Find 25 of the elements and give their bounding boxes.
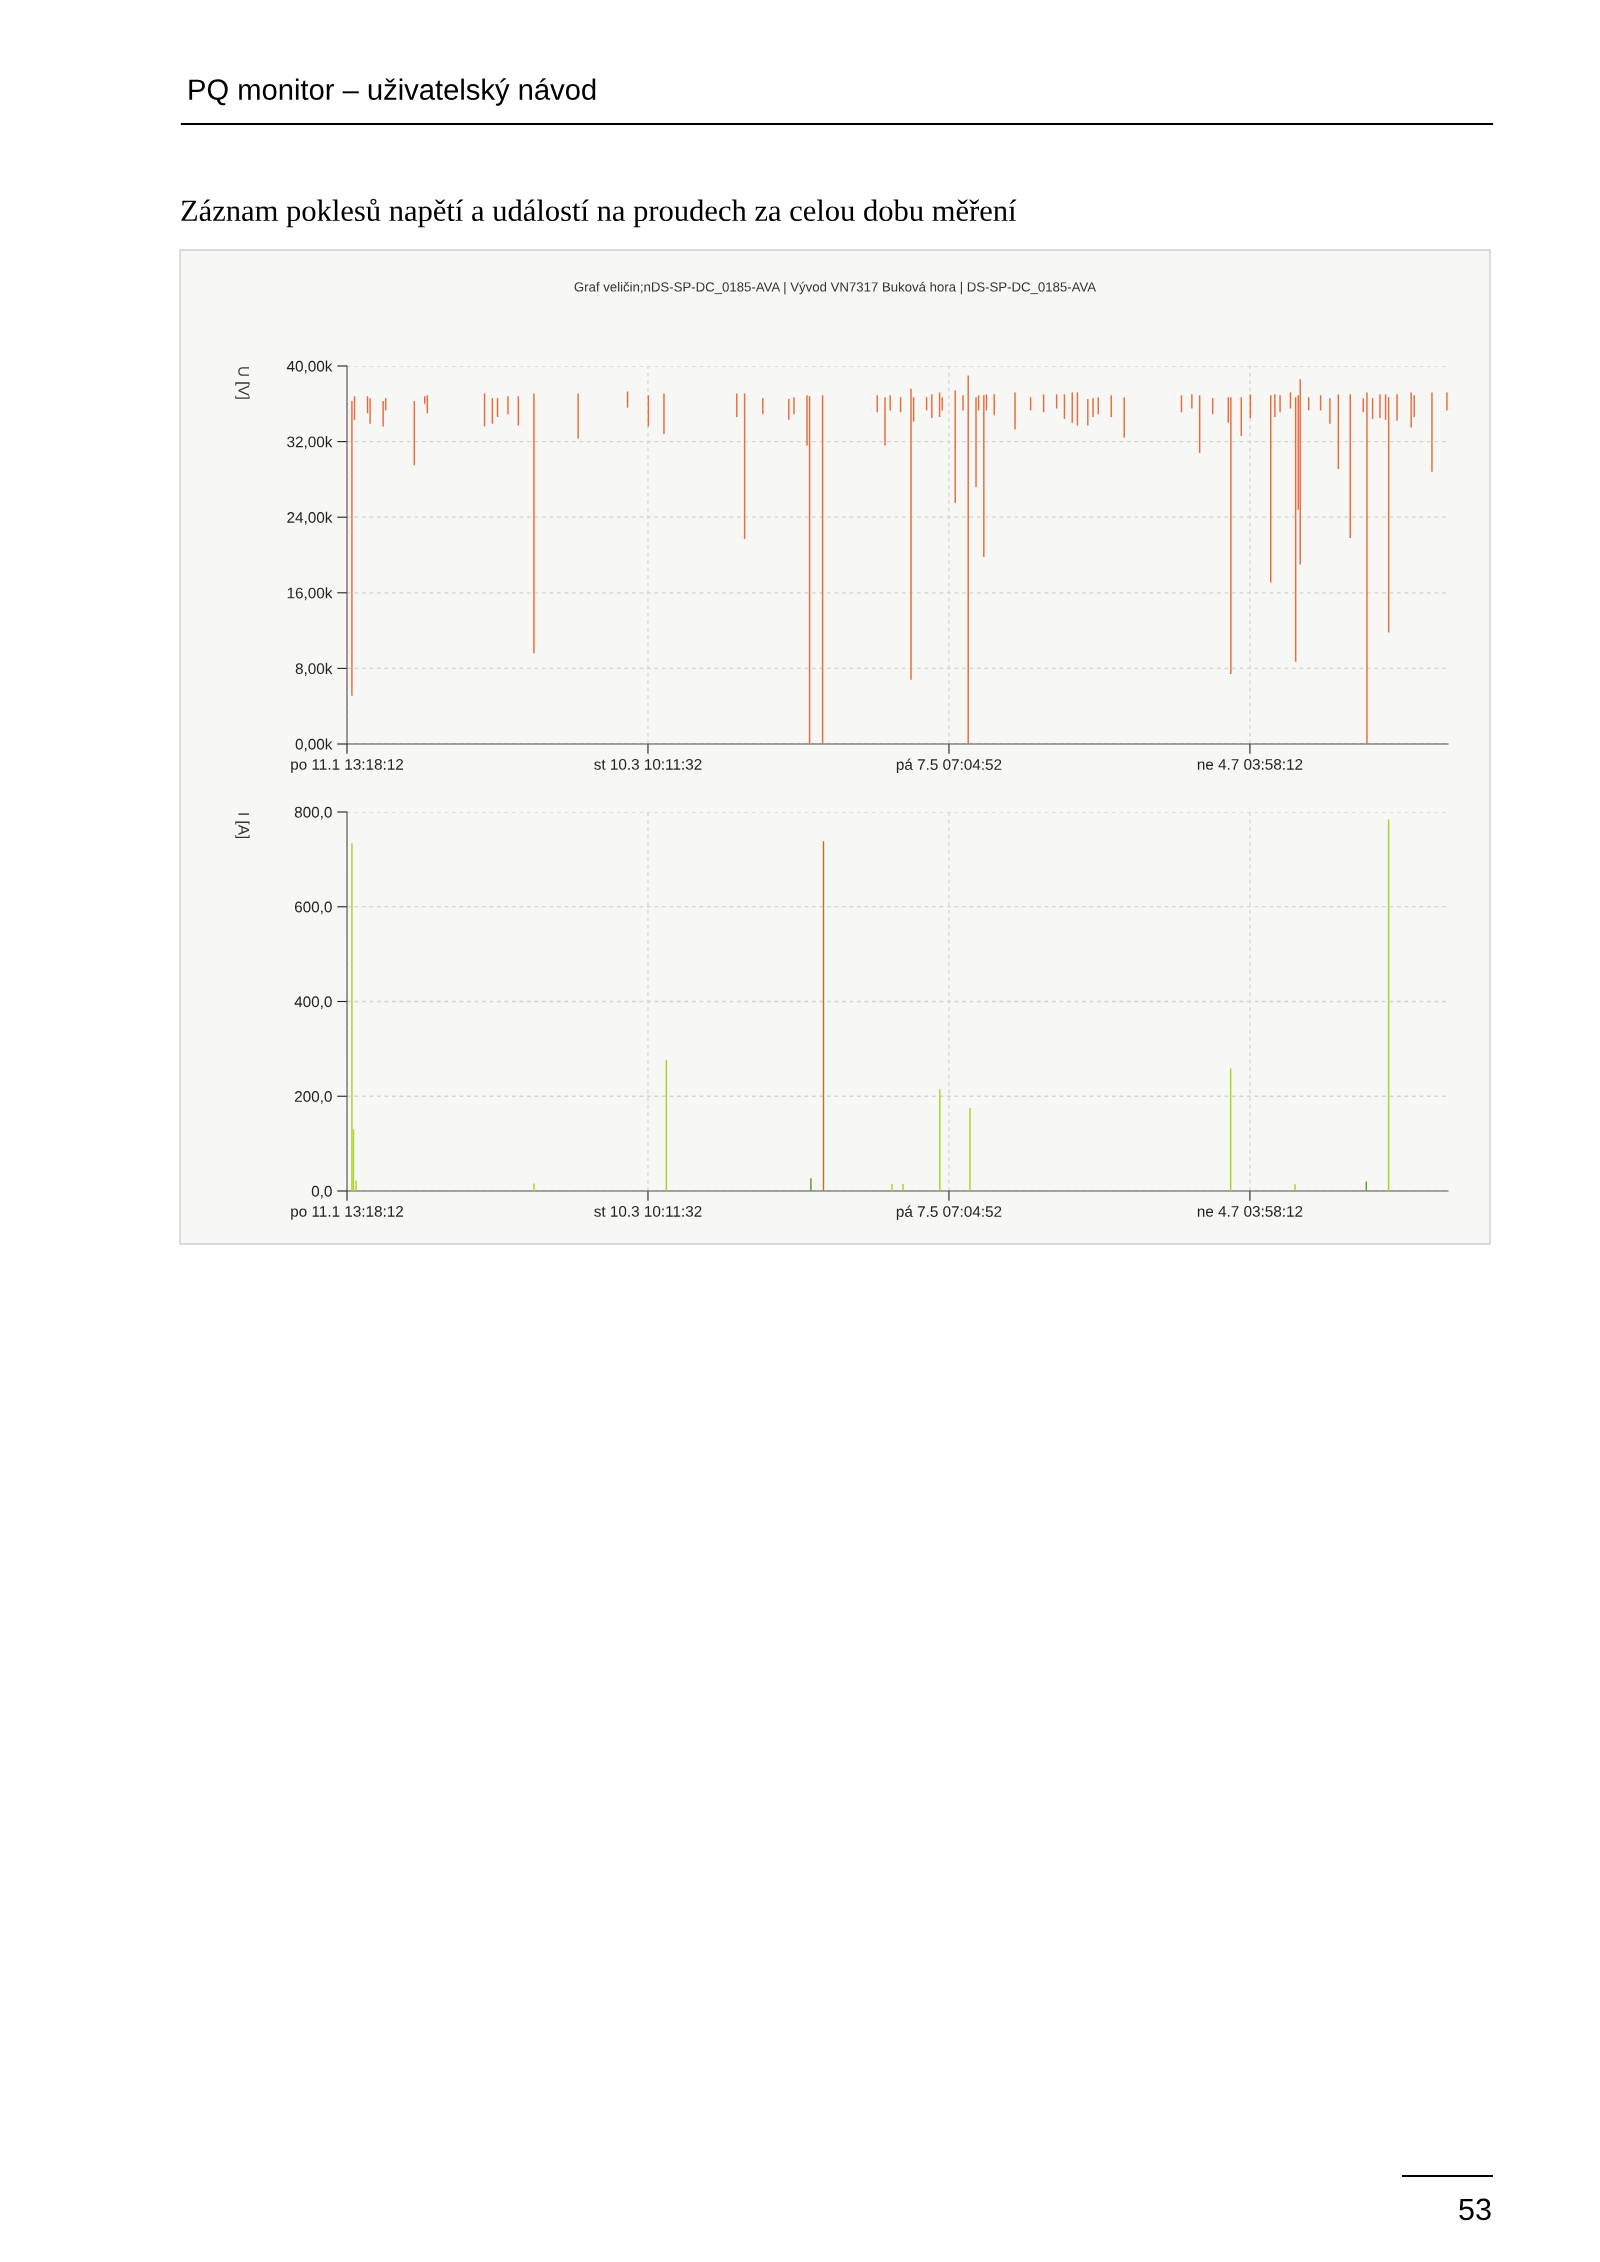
x-tick-label: st 10.3 10:11:32: [594, 758, 702, 770]
text: PQ monitor – uživatelský návod: [189, 78, 596, 106]
x-tick-label: ne 4.7 03:58:12: [1197, 1205, 1303, 1217]
y-tick-label: 800,0: [294, 806, 332, 820]
y-tick-label: 0,00k: [295, 738, 333, 752]
y-tick-label: 200,0: [294, 1091, 332, 1104]
chart-title: Graf veličin;nDS-SP-DC_0185-AVA | Vývod VN7317 Buková hora | DS-SP-DC_0185-AVA: [574, 281, 1097, 295]
x-tick-label: pá 7.5 07:04:52: [896, 758, 1002, 773]
y-axis-title: U [V]: [235, 367, 250, 399]
y-tick-label: 8,00k: [295, 662, 333, 676]
x-tick-label: po 11.1 13:18:12: [291, 758, 404, 773]
y-axis-title: I [A]: [235, 813, 250, 839]
text: Záznam poklesů napětí a událostí na proudech za celou dobu měření: [181, 198, 1017, 228]
x-tick-label: po 11.1 13:18:12: [291, 1205, 404, 1220]
x-tick-label: pá 7.5 07:04:52: [896, 1205, 1002, 1220]
y-tick-label: 32,00k: [287, 436, 333, 450]
x-tick-label: st 10.3 10:11:32: [594, 1205, 702, 1217]
y-tick-label: 40,00k: [286, 360, 333, 374]
y-tick-label: 0,0: [311, 1185, 332, 1199]
y-tick-label: 400,0: [294, 996, 332, 1009]
x-tick-label: ne 4.7 03:58:12: [1197, 758, 1303, 770]
y-tick-label: 24,00k: [287, 511, 333, 525]
y-tick-label: 16,00k: [287, 587, 333, 601]
text: 53: [1459, 2198, 1491, 2221]
y-tick-label: 600,0: [294, 901, 332, 915]
